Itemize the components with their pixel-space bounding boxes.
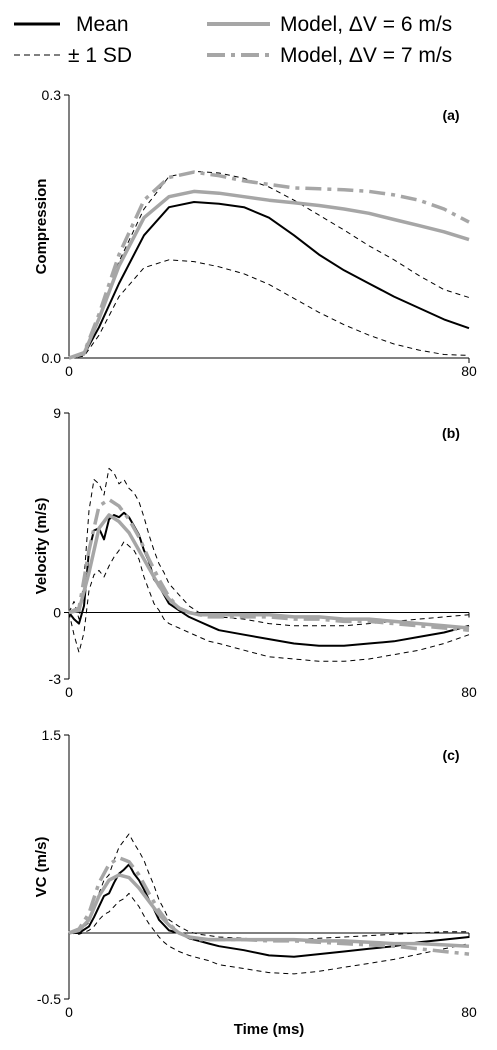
y-tick-label: -0.5 <box>37 991 61 1007</box>
series-line-mean <box>68 201 470 359</box>
legend: Mean ± 1 SD Model, ΔV = 6 m/s Model, ΔV … <box>14 13 452 67</box>
panel-c: -0.5 1.5 0 80 VC (m/s) (c) Time (ms) <box>33 727 477 1038</box>
legend-label-mean: Mean <box>76 13 129 36</box>
series-line-1-sd <box>68 833 469 941</box>
series-line-model-v-6-m-s <box>68 873 470 948</box>
y-axis-label: Compression <box>33 179 50 275</box>
panel-a: 0.0 0.3 0 80 Compression (a) <box>33 87 477 379</box>
x-tick-label: 0 <box>65 363 73 379</box>
x-tick-label: 0 <box>65 1004 73 1020</box>
series-line-model-v-6-m-s <box>68 513 470 630</box>
y-axis-label: Velocity (m/s) <box>33 498 50 595</box>
series-line-1-sd <box>68 541 470 662</box>
panel-label: (a) <box>442 107 459 123</box>
y-tick-label: -3 <box>49 671 62 687</box>
legend-label-sd: ± 1 SD <box>68 44 132 67</box>
x-axis-label: Time (ms) <box>234 1021 305 1038</box>
panel-label: (c) <box>442 747 459 763</box>
x-tick-label: 80 <box>461 1004 477 1020</box>
series-line-1-sd <box>68 259 470 359</box>
x-tick-label: 0 <box>65 684 73 700</box>
y-tick-label: 0.3 <box>42 87 62 103</box>
y-tick-label: 9 <box>53 405 61 421</box>
series-line-mean <box>69 863 470 958</box>
y-tick-label: 1.5 <box>42 727 62 743</box>
x-tick-label: 80 <box>461 363 477 379</box>
series-line-model-v-7-m-s <box>68 170 470 360</box>
series-line-1-sd <box>68 892 470 975</box>
x-tick-label: 80 <box>461 684 477 700</box>
legend-label-model7: Model, ΔV = 7 m/s <box>280 44 452 67</box>
series-line-1-sd <box>68 467 470 627</box>
y-tick-label: 0 <box>53 605 61 621</box>
panel-label: (b) <box>442 425 460 441</box>
y-tick-label: 0.0 <box>42 350 62 366</box>
series-line-model-v-6-m-s <box>68 189 470 360</box>
series-line-model-v-7-m-s <box>68 497 470 632</box>
legend-label-model6: Model, ΔV = 6 m/s <box>280 13 452 36</box>
y-axis-label: VC (m/s) <box>33 837 50 898</box>
